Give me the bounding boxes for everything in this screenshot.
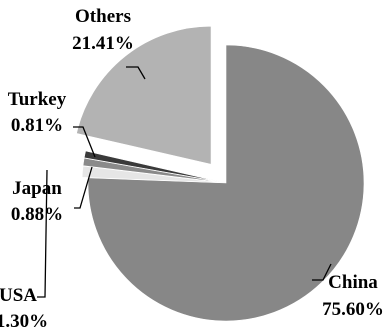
label-usa: USA 1.30% <box>0 285 48 332</box>
slice-label-turkey-value: 0.81% <box>11 115 63 136</box>
label-others: Others 21.41% <box>72 6 134 54</box>
slice-label-usa-name: USA <box>0 285 37 306</box>
leader-line-usa <box>37 169 48 298</box>
leader-line-china <box>312 263 332 281</box>
slice-label-japan-name: Japan <box>12 178 62 199</box>
label-turkey: Turkey 0.81% <box>8 89 67 136</box>
pie-slice-usa <box>81 165 221 183</box>
slices-layer <box>76 25 365 322</box>
label-china: China 75.60% <box>322 272 384 320</box>
leader-line-japan <box>74 166 93 209</box>
slice-label-others-name: Others <box>75 6 131 27</box>
slice-label-china-name: China <box>328 272 378 293</box>
pie-slice-others <box>76 25 212 165</box>
leader-line-others <box>126 66 146 80</box>
slice-label-china-value: 75.60% <box>322 299 384 320</box>
label-japan: Japan 0.88% <box>11 178 63 225</box>
leaders-layer <box>37 66 332 298</box>
pie-slice-turkey <box>83 150 221 183</box>
slice-label-usa-value: 1.30% <box>0 311 48 332</box>
slice-label-japan-value: 0.88% <box>11 204 63 225</box>
slice-label-others-value: 21.41% <box>72 33 134 54</box>
pie-slice-china <box>87 44 365 322</box>
slice-label-turkey-name: Turkey <box>8 89 67 110</box>
pie-slice-japan <box>82 157 221 183</box>
leader-line-turkey <box>73 126 96 158</box>
